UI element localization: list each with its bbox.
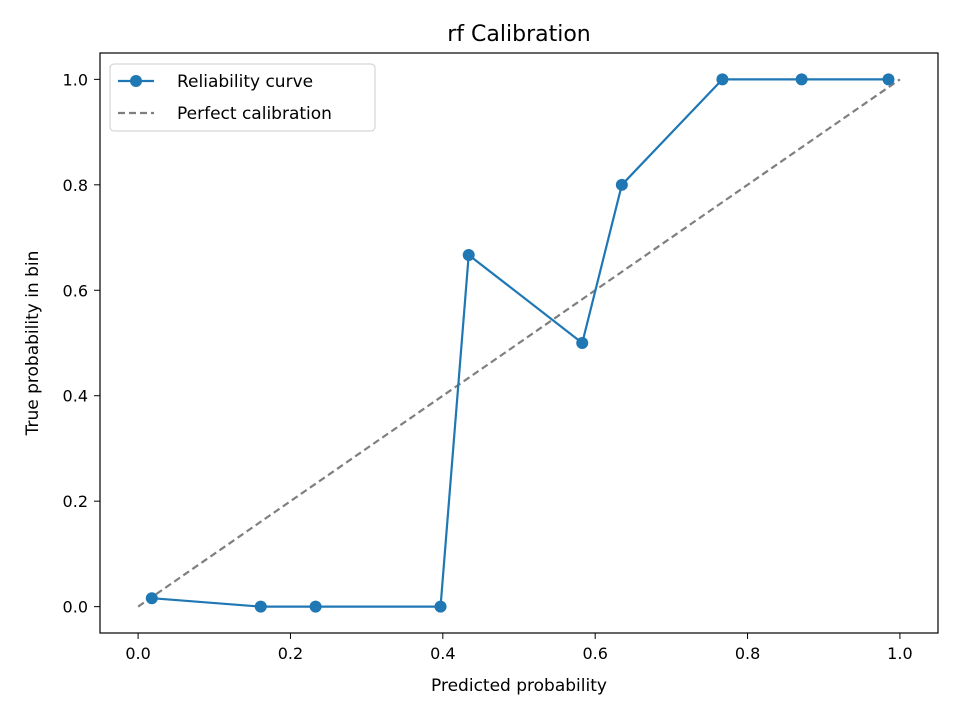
y-axis-label: True probability in bin (23, 251, 43, 437)
x-tick-label: 0.2 (278, 644, 303, 663)
chart-title: rf Calibration (447, 22, 590, 47)
axis-ticks: 0.0 0.2 0.4 0.6 0.8 1.0 0.0 0.2 0.4 0.6 0.8 1.0 (63, 70, 913, 663)
x-tick-label: 0.4 (430, 644, 455, 663)
perfect-calibration-line (137, 78, 901, 608)
legend-reliability-label: Reliability curve (177, 72, 313, 92)
reliability-point (462, 248, 475, 261)
x-tick-label: 0.8 (735, 644, 760, 663)
reliability-point (716, 73, 729, 86)
series-layer (137, 73, 901, 613)
y-tick-label: 0.2 (63, 492, 88, 511)
legend-reliability-marker-swatch (130, 75, 142, 87)
x-tick-label: 0.6 (582, 644, 607, 663)
reliability-point (254, 600, 267, 613)
reliability-point (434, 600, 447, 613)
reliability-point (309, 600, 322, 613)
x-tick-label: 1.0 (887, 644, 912, 663)
reliability-point (882, 73, 895, 86)
x-tick-label: 0.0 (125, 644, 150, 663)
y-tick-label: 1.0 (63, 70, 88, 89)
y-tick-label: 0.0 (63, 598, 88, 617)
x-axis-label: Predicted probability (431, 676, 607, 696)
reliability-point (576, 337, 589, 349)
reliability-curve-line (151, 78, 889, 608)
legend-perfect-label: Perfect calibration (177, 104, 332, 124)
legend-box (109, 63, 376, 132)
y-tick-label: 0.8 (63, 176, 88, 195)
legend: Reliability curve Perfect calibration (109, 63, 376, 132)
reliability-point (145, 592, 158, 605)
y-tick-label: 0.4 (63, 387, 88, 406)
reliability-point (795, 73, 808, 86)
y-tick-label: 0.6 (63, 281, 88, 300)
plot-area-frame (99, 52, 939, 634)
reliability-point (615, 178, 628, 191)
